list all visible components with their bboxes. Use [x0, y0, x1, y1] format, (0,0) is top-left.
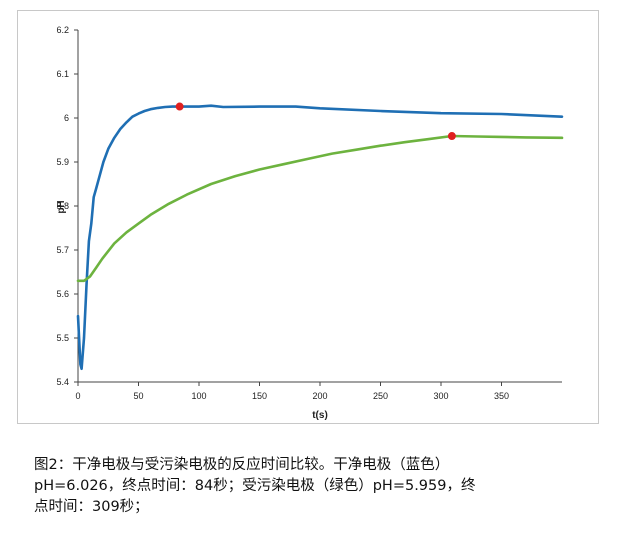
x-tick-label: 50: [133, 391, 143, 401]
y-tick-label: 5.9: [56, 157, 69, 167]
chart-frame: [17, 10, 599, 424]
x-axis-label: t(s): [312, 410, 328, 421]
x-tick-label: 150: [252, 391, 267, 401]
caption-line-2: pH=6.026，终点时间：84秒；受污染电极（绿色）pH=5.959，终: [34, 478, 476, 494]
y-tick-label: 5.6: [56, 289, 69, 299]
ph-response-chart: 5.4 5.5 5.6 5.7 5.8 5.9 6 6.1 6.2 0 50 100 150 200 25…: [56, 25, 564, 421]
y-tick-label: 6: [64, 113, 69, 123]
y-ticks: 5.4 5.5 5.6 5.7 5.8 5.9 6 6.1 6.2: [56, 25, 78, 387]
x-tick-label: 350: [494, 391, 509, 401]
caption-line-3: 点时间：309秒；: [34, 499, 149, 515]
y-tick-label: 5.7: [56, 245, 69, 255]
x-tick-label: 0: [75, 391, 80, 401]
x-tick-label: 100: [191, 391, 206, 401]
endpoint-marker-2: [447, 132, 456, 141]
x-tick-label: 250: [373, 391, 388, 401]
figure-caption: 图2：干净电极与受污染电极的反应时间比较。干净电极（蓝色） pH=6.026，终…: [34, 455, 594, 518]
series-line-2: [76, 134, 564, 283]
endpoint-marker-1: [175, 102, 184, 111]
x-tick-label: 200: [312, 391, 327, 401]
y-tick-label: 6.1: [56, 69, 69, 79]
y-tick-label: 6.2: [56, 25, 69, 35]
x-ticks: 0 50 100 150 200 250 300 350: [75, 382, 509, 401]
y-tick-label: 5.4: [56, 377, 69, 387]
y-tick-label: 5.5: [56, 333, 69, 343]
series-line-1: [76, 104, 564, 371]
caption-line-1: 图2：干净电极与受污染电极的反应时间比较。干净电极（蓝色）: [34, 457, 450, 473]
y-tick-label: 5.8: [56, 201, 69, 211]
x-tick-label: 300: [433, 391, 448, 401]
series-group: [76, 104, 564, 371]
endpoints-group: [175, 102, 456, 141]
y-axis-label: pH: [56, 200, 67, 213]
